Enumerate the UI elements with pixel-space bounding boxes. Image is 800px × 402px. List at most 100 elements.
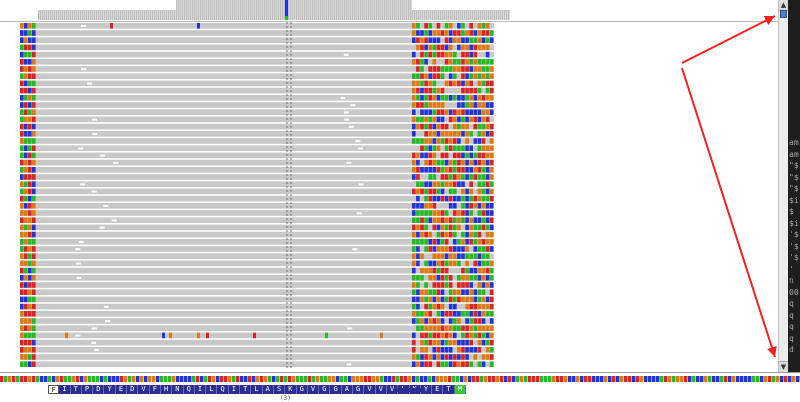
mismatch-base xyxy=(432,275,437,281)
mismatch-base xyxy=(444,44,449,51)
mismatch-base xyxy=(469,80,473,87)
mismatch-base xyxy=(457,354,461,360)
mismatch-base xyxy=(412,51,416,58)
mismatch-base xyxy=(436,123,441,130)
mismatch-base xyxy=(428,296,432,303)
mismatch-base xyxy=(473,239,478,245)
mismatch-base xyxy=(436,325,441,331)
mismatch-base xyxy=(473,109,478,115)
reference-base xyxy=(176,376,180,382)
mismatch-base xyxy=(20,253,24,259)
reference-base xyxy=(792,376,796,382)
mismatch-base xyxy=(24,174,28,180)
mismatch-base xyxy=(412,37,416,43)
mismatch-base xyxy=(465,231,469,238)
mismatch-base xyxy=(453,66,457,72)
coverage-bar xyxy=(304,0,306,20)
mismatch-base xyxy=(465,152,469,159)
mismatch-base xyxy=(469,239,473,245)
coverage-bar xyxy=(364,0,366,20)
mismatch-base xyxy=(461,159,465,166)
coverage-bar xyxy=(272,0,274,20)
coverage-bar xyxy=(262,0,264,20)
read-pileup[interactable] xyxy=(0,22,778,370)
mismatch-base xyxy=(469,275,473,281)
mismatch-base xyxy=(28,246,32,252)
mismatch-base xyxy=(440,339,445,346)
mismatch-base xyxy=(489,80,494,87)
mismatch-base xyxy=(24,102,28,108)
mismatch-base xyxy=(481,325,486,331)
amino-acid: Y xyxy=(104,385,116,394)
amino-acid: T xyxy=(70,385,82,394)
coverage-bar xyxy=(216,0,218,20)
mismatch-base xyxy=(412,23,416,29)
mismatch-base xyxy=(428,303,432,310)
mismatch-base xyxy=(420,37,424,43)
scroll-down-button[interactable]: ▼ xyxy=(779,361,788,372)
mismatch-base xyxy=(453,73,457,79)
terminal-line: q xyxy=(789,322,794,331)
mismatch-base xyxy=(432,339,437,346)
mismatch-base xyxy=(424,95,428,101)
coverage-bar xyxy=(298,0,300,20)
coverage-bar xyxy=(426,10,428,20)
mismatch-base xyxy=(489,217,494,223)
vertical-scrollbar[interactable]: ▲ ▼ xyxy=(778,0,788,372)
mismatch-base xyxy=(436,181,441,187)
reference-base xyxy=(32,376,36,382)
mismatch-base xyxy=(24,152,28,159)
mismatch-base xyxy=(432,195,437,202)
mismatch-base xyxy=(428,267,432,274)
mismatch-base xyxy=(416,239,420,245)
mismatch-base xyxy=(432,347,437,353)
reference-base xyxy=(128,376,132,382)
insertion-mark xyxy=(78,241,84,243)
mismatch-base xyxy=(412,282,416,288)
mismatch-base xyxy=(457,23,461,29)
mismatch-base xyxy=(485,260,490,267)
mismatch-base xyxy=(469,267,473,274)
coverage-bar xyxy=(478,10,480,20)
mismatch-base xyxy=(477,95,482,101)
insertion-mark xyxy=(75,248,81,251)
coverage-bar xyxy=(508,10,510,20)
reference-base xyxy=(760,376,764,382)
mismatch-base xyxy=(420,311,424,317)
mismatch-base xyxy=(465,30,469,36)
amino-acid: F xyxy=(48,385,60,394)
mismatch-base xyxy=(440,159,445,166)
mismatch-base xyxy=(424,267,428,274)
read xyxy=(20,231,494,238)
scroll-thumb[interactable] xyxy=(780,10,787,18)
mismatch-base xyxy=(440,239,445,245)
reference-base xyxy=(220,376,224,382)
mismatch-base xyxy=(477,260,482,267)
mismatch-base xyxy=(20,203,24,209)
mismatch-base xyxy=(20,275,24,281)
mismatch-base xyxy=(24,332,28,339)
mismatch-base xyxy=(436,224,441,231)
coverage-bar xyxy=(396,0,398,20)
reference-base xyxy=(564,376,568,382)
insertion-mark xyxy=(75,262,81,265)
mismatch-base xyxy=(465,102,469,108)
mismatch-base xyxy=(457,145,461,151)
mismatch-base xyxy=(20,51,24,58)
read xyxy=(20,203,494,209)
mismatch-base xyxy=(325,332,328,339)
reference-base xyxy=(352,376,356,382)
coverage-snp-bar xyxy=(285,16,288,20)
mismatch-base xyxy=(416,246,420,252)
mismatch-base xyxy=(412,267,416,274)
mismatch-base xyxy=(420,66,424,72)
mismatch-base xyxy=(477,23,482,29)
coverage-bar xyxy=(306,0,308,20)
mismatch-base xyxy=(469,188,473,195)
mismatch-base xyxy=(28,51,32,58)
reference-base xyxy=(540,376,544,382)
reference-base xyxy=(780,376,784,382)
coverage-bar xyxy=(274,0,276,20)
mismatch-base xyxy=(412,318,416,324)
reference-base xyxy=(380,376,384,382)
